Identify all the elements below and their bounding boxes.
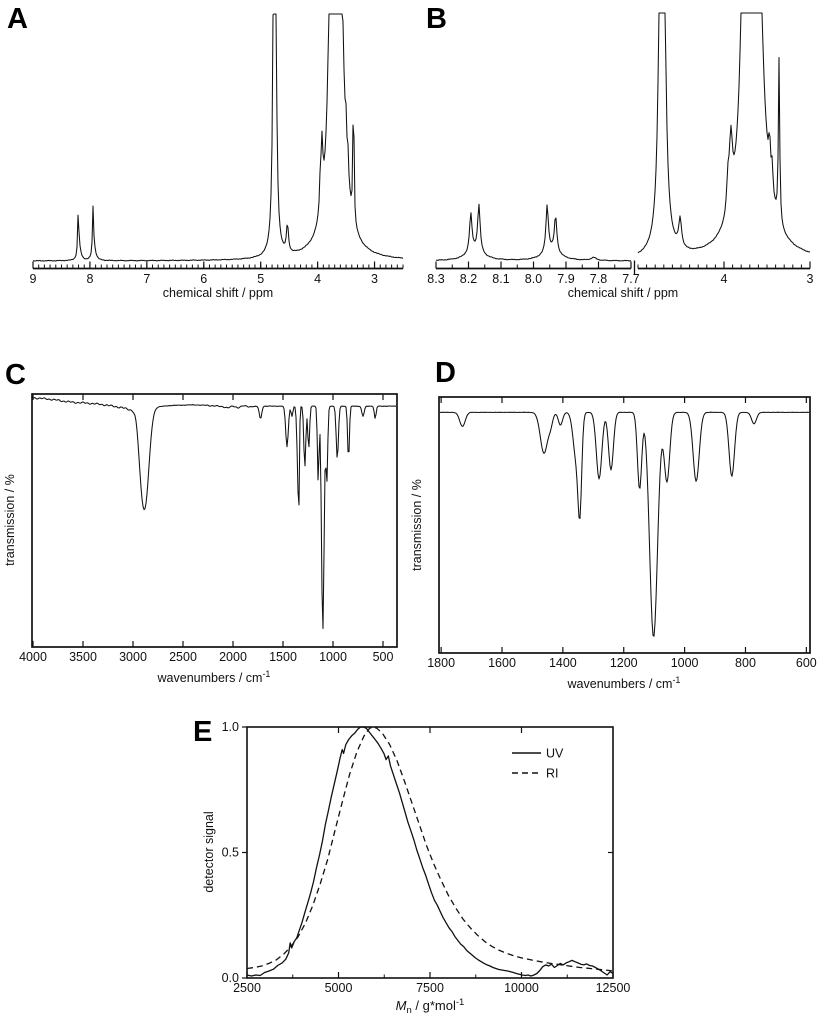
panel-a-nmr-spectrum: 9 8 7 6 5 4 3 chemical shift / ppm <box>30 13 404 300</box>
panel-d-ir-spectrum-zoom: 1800 1600 1400 1200 1000 800 600 wavenumbers / … <box>410 396 817 691</box>
y-tick-label: 0.0 <box>222 971 239 985</box>
x-tick-label: 9 <box>30 272 37 286</box>
ri-curve <box>246 726 614 972</box>
panel-label-c: C <box>5 359 26 391</box>
x-axis: 9 8 7 6 5 4 3 <box>30 261 404 286</box>
y-axis-title: transmission / % <box>410 479 424 571</box>
y-axis-title: transmission / % <box>3 474 17 566</box>
panel-label-e: E <box>193 716 212 748</box>
x-tick-label: 1200 <box>610 656 638 670</box>
x-tick-label: 4 <box>314 272 321 286</box>
x-tick-label: 1600 <box>488 656 516 670</box>
legend: UV RI <box>512 747 564 781</box>
ir-curve <box>32 397 397 630</box>
panel-label-a: A <box>7 3 28 35</box>
x-tick-label: 1000 <box>319 650 347 664</box>
x-tick-label: 3500 <box>69 650 97 664</box>
x-tick-label: 2500 <box>169 650 197 664</box>
plot-box <box>31 393 398 648</box>
x-tick-label: 3 <box>371 272 378 286</box>
x-axis: 4000 3500 3000 2500 2000 1500 1000 500 <box>19 394 393 664</box>
x-tick-label: 500 <box>373 650 394 664</box>
ir-curve <box>439 411 810 637</box>
x-tick-label: 10000 <box>504 981 539 995</box>
x-tick-label: 600 <box>796 656 817 670</box>
x-tick-label: 8.1 <box>492 272 509 286</box>
x-tick-label: 8.3 <box>427 272 444 286</box>
y-axis: 0.0 0.5 1.0 <box>222 720 613 985</box>
panel-label-d: D <box>435 357 456 389</box>
x-axis: 2500 5000 7500 10000 12500 <box>233 727 630 995</box>
x-tick-label: 3 <box>807 272 814 286</box>
panel-e-gpc-trace: 2500 5000 7500 10000 12500 0.0 0.5 1.0 UV RI Mn / … <box>202 720 630 1016</box>
x-tick-label: 8 <box>86 272 93 286</box>
x-tick-label: 7 <box>143 272 150 286</box>
x-tick-label: 8.0 <box>525 272 542 286</box>
x-tick-label: 5000 <box>325 981 353 995</box>
y-axis-title: detector signal <box>202 811 216 892</box>
x-tick-label: 2500 <box>233 981 261 995</box>
x-axis-title: chemical shift / ppm <box>568 286 678 300</box>
y-tick-label: 1.0 <box>222 720 239 734</box>
nmr-curve <box>435 203 631 262</box>
x-tick-label: 7.7 <box>622 272 639 286</box>
x-tick-label: 7500 <box>416 981 444 995</box>
legend-label-uv: UV <box>546 747 564 761</box>
legend-label-ri: RI <box>546 767 559 781</box>
x-axis-title: wavenumbers / cm-1 <box>567 675 681 691</box>
x-tick-label: 5 <box>257 272 264 286</box>
panel-label-b: B <box>426 3 447 35</box>
x-tick-label: 800 <box>735 656 756 670</box>
x-tick-label: 12500 <box>596 981 631 995</box>
x-tick-label: 4000 <box>19 650 47 664</box>
x-axis-title: chemical shift / ppm <box>163 286 273 300</box>
x-tick-label: 7.8 <box>590 272 607 286</box>
plot-box <box>438 396 811 654</box>
x-tick-label: 6 <box>200 272 207 286</box>
x-axis-title: Mn / g*mol-1 <box>396 997 465 1016</box>
x-tick-label: 1500 <box>269 650 297 664</box>
plot-box <box>246 726 614 979</box>
x-axis: 8.3 8.2 8.1 8.0 7.9 7.8 7.7 <box>427 261 640 286</box>
panel-c-ir-spectrum: 4000 3500 3000 2500 2000 1500 1000 500 wavenumbe… <box>3 393 398 685</box>
uv-curve <box>246 726 614 977</box>
x-tick-label: 7.9 <box>557 272 574 286</box>
nmr-curve <box>32 13 404 262</box>
y-tick-label: 0.5 <box>222 846 239 860</box>
x-tick-label: 4 <box>721 272 728 286</box>
nmr-curve <box>637 12 811 254</box>
x-tick-label: 1000 <box>671 656 699 670</box>
x-tick-label: 2000 <box>219 650 247 664</box>
x-tick-label: 8.2 <box>460 272 477 286</box>
x-axis-title: wavenumbers / cm-1 <box>157 669 271 685</box>
x-tick-label: 1800 <box>427 656 455 670</box>
x-tick-label: 1400 <box>549 656 577 670</box>
x-tick-label: 3000 <box>119 650 147 664</box>
x-axis: 1800 1600 1400 1200 1000 800 600 <box>427 397 817 670</box>
